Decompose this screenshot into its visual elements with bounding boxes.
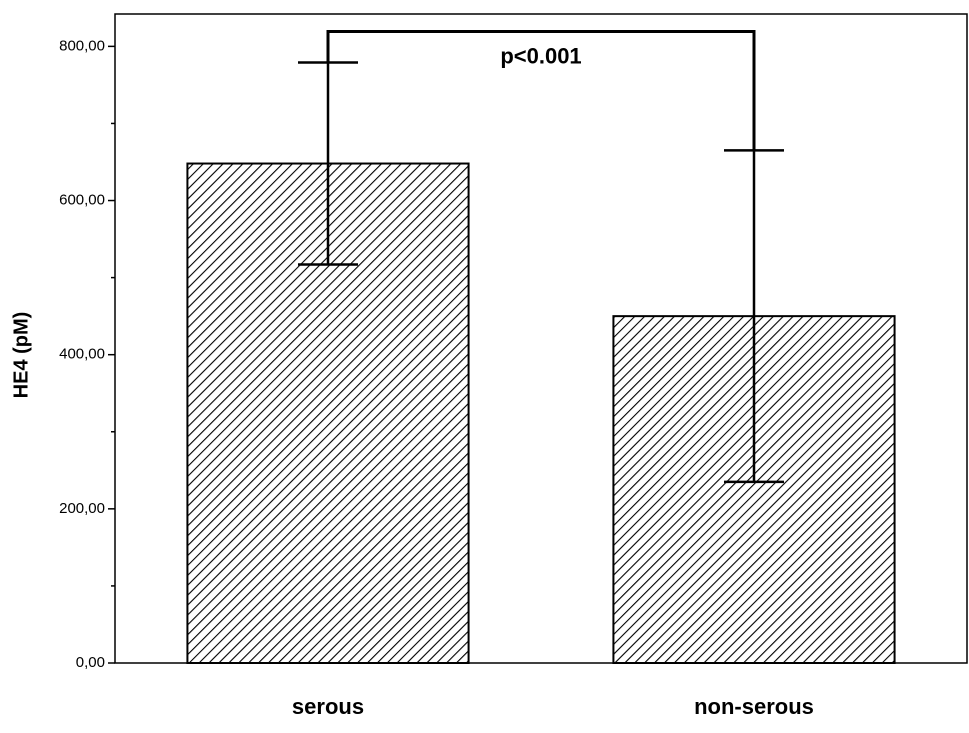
y-tick-label: 600,00	[59, 191, 105, 208]
significance-bracket	[326, 30, 756, 151]
y-axis-label: HE4 (pM)	[10, 312, 32, 399]
x-tick-label: non-serous	[694, 694, 814, 719]
annotation: p<0.001	[500, 43, 581, 68]
y-tick-label: 800,00	[59, 37, 105, 54]
y-tick-label: 400,00	[59, 346, 105, 363]
y-tick-label: 200,00	[59, 500, 105, 517]
plot-frame	[114, 13, 968, 664]
y-tick-label: 0,00	[76, 654, 105, 671]
x-tick-label: serous	[292, 694, 364, 719]
